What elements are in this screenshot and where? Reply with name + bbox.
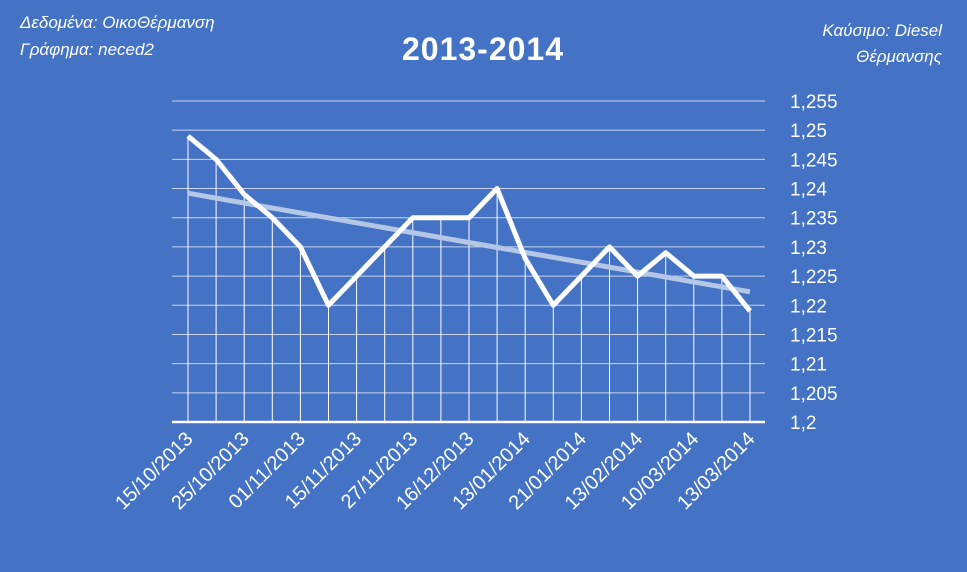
- author-note: Γράφημα: neced2: [20, 40, 154, 59]
- data-line: [186, 134, 752, 313]
- y-tick-label: 1,23: [790, 238, 827, 259]
- chart-title: 2013-2014: [402, 31, 564, 67]
- y-tick-label: 1,255: [790, 92, 838, 113]
- y-tick-label: 1,22: [790, 296, 827, 317]
- y-tick-label: 1,235: [790, 209, 838, 230]
- y-tick-label: 1,205: [790, 384, 838, 405]
- y-tick-label: 1,225: [790, 267, 838, 288]
- y-tick-label: 1,25: [790, 121, 827, 142]
- source-note: Δεδομένα: ΟικοΘέρμανση: [19, 13, 215, 32]
- y-tick-label: 1,21: [790, 355, 827, 376]
- y-tick-label: 1,215: [790, 325, 838, 346]
- y-tick-label: 1,2: [790, 413, 816, 434]
- y-tick-label: 1,245: [790, 150, 838, 171]
- fuel-note: Καύσιμο: Diesel: [822, 21, 943, 40]
- y-tick-label: 1,24: [790, 180, 827, 201]
- fuel-note: Θέρμανσης: [856, 47, 943, 66]
- trend-line: [187, 190, 751, 295]
